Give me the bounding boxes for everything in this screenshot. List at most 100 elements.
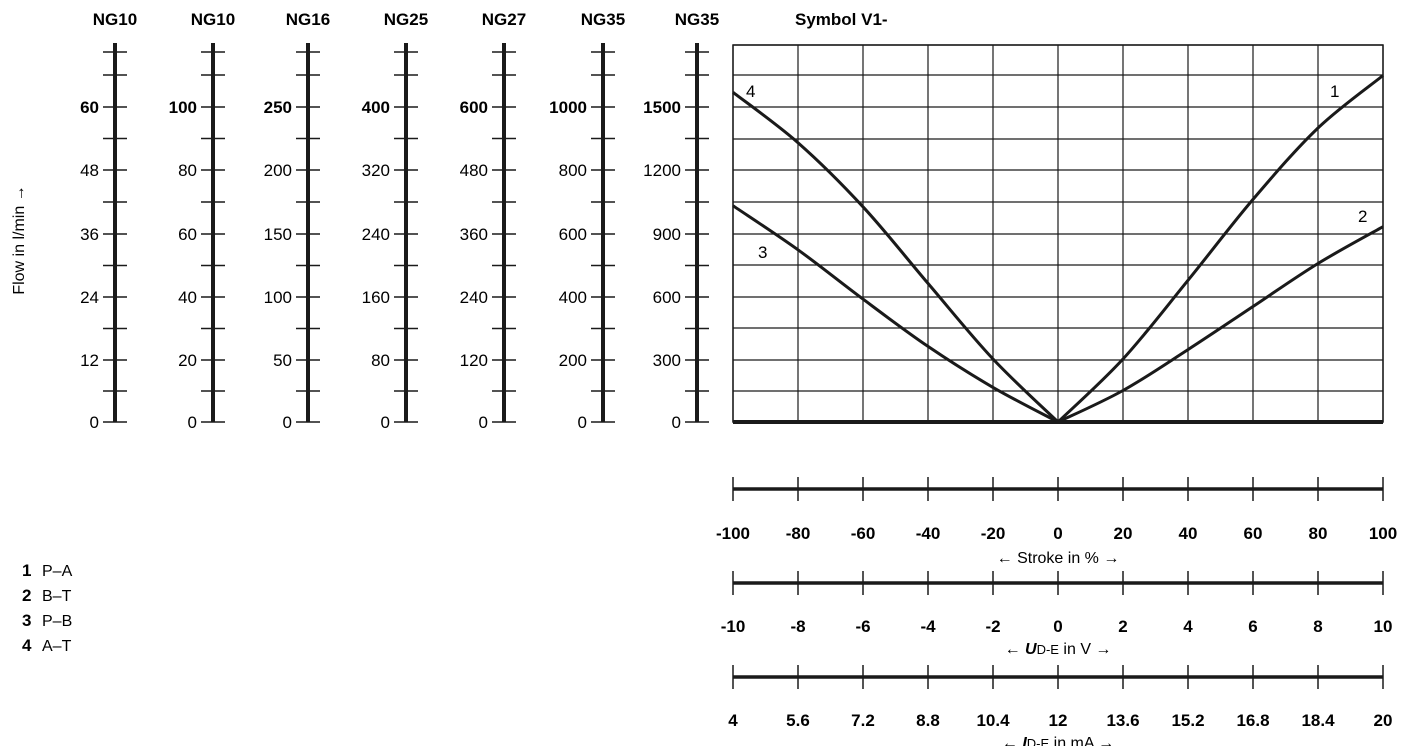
x-axis-tick-label: 60 [1244, 524, 1263, 543]
flow-scale-tick-label: 80 [178, 161, 197, 180]
flow-scale-tick-label: 120 [460, 351, 488, 370]
x-axis-tick-label: 100 [1369, 524, 1397, 543]
x-axis-tick-label: 6 [1248, 617, 1257, 636]
flow-scale-tick-label: 100 [169, 98, 197, 117]
x-axis-tick-label: 15.2 [1171, 711, 1204, 730]
flow-scale-tick-label: 0 [188, 413, 197, 432]
curve-4 [732, 91, 1060, 424]
x-axis-tick-label: 16.8 [1236, 711, 1269, 730]
flow-scale-name: NG35 [675, 10, 719, 29]
flow-scale-name: NG25 [384, 10, 428, 29]
flow-scale-tick-label: 1200 [643, 161, 681, 180]
curve-label-4: 4 [746, 82, 755, 101]
flow-scale-tick-label: 40 [178, 288, 197, 307]
x-axis-tick-label: -20 [981, 524, 1006, 543]
flow-scale-tick-label: 400 [559, 288, 587, 307]
flow-scale-tick-label: 0 [578, 413, 587, 432]
x-axis-label-part: I [1022, 735, 1027, 746]
x-axis-tick-label: 2 [1118, 617, 1127, 636]
x-axis-tick-label: 8.8 [916, 711, 940, 730]
x-axis-tick-label: 20 [1114, 524, 1133, 543]
flow-scale-tick-label: 0 [672, 413, 681, 432]
legend-number: 1 [22, 561, 31, 580]
flow-scale-tick-label: 240 [460, 288, 488, 307]
x-axis-tick-label: 0 [1053, 617, 1062, 636]
flow-scale-tick-label: 600 [653, 288, 681, 307]
flow-scale-tick-label: 12 [80, 351, 99, 370]
x-axis-tick-label: -10 [721, 617, 746, 636]
flow-scale-tick-label: 60 [80, 98, 99, 117]
flow-scale-tick-label: 1000 [549, 98, 587, 117]
flow-scale-name: NG35 [581, 10, 625, 29]
x-axis-tick-label: 12 [1049, 711, 1068, 730]
flow-scale-name: NG16 [286, 10, 330, 29]
x-axis-tick-label: -2 [985, 617, 1000, 636]
x-axis-tick-label: 5.6 [786, 711, 810, 730]
flow-scale-tick-label: 320 [362, 161, 390, 180]
legend-number: 2 [22, 586, 31, 605]
flow-scale-name: NG27 [482, 10, 526, 29]
curve-2 [1057, 225, 1384, 424]
flow-scale-tick-label: 600 [460, 98, 488, 117]
flow-scale-tick-label: 400 [362, 98, 390, 117]
flow-scale-tick-label: 360 [460, 225, 488, 244]
legend-text: B–T [42, 588, 72, 605]
x-axis-tick-label: 4 [728, 711, 738, 730]
plot-grid [732, 44, 1384, 422]
flow-scale-name: NG10 [93, 10, 137, 29]
x-axis-tick-label: 40 [1179, 524, 1198, 543]
flow-scale-tick-label: 36 [80, 225, 99, 244]
flow-scale-tick-label: 0 [90, 413, 99, 432]
flow-scale-tick-label: 60 [178, 225, 197, 244]
x-axis-tick-label: -8 [790, 617, 805, 636]
flow-scale-name: NG10 [191, 10, 235, 29]
flow-scale-tick-label: 48 [80, 161, 99, 180]
x-axis-tick-label: 10 [1374, 617, 1393, 636]
x-axis-tick-label: -60 [851, 524, 876, 543]
legend-text: P–B [42, 613, 72, 630]
x-axis-tick-label: 8 [1313, 617, 1322, 636]
x-axis-tick-label: -40 [916, 524, 941, 543]
curve-label-1: 1 [1330, 82, 1339, 101]
x-axis-label-part: D-E [1037, 642, 1060, 657]
flow-scale-tick-label: 200 [559, 351, 587, 370]
curve-label-3: 3 [758, 243, 767, 262]
x-axis-tick-label: -6 [855, 617, 870, 636]
legend-text: P–A [42, 563, 73, 580]
flow-scale-tick-label: 480 [460, 161, 488, 180]
flow-scale-tick-label: 160 [362, 288, 390, 307]
x-axis-label-2: ← ID-E in mA → [1002, 735, 1114, 746]
flow-scale-tick-label: 20 [178, 351, 197, 370]
x-axis-label-part: D-E [1027, 736, 1050, 746]
flow-scale-tick-label: 250 [264, 98, 292, 117]
flow-scale-tick-label: 800 [559, 161, 587, 180]
x-axis-tick-label: 10.4 [976, 711, 1010, 730]
x-axis-tick-label: -100 [716, 524, 750, 543]
flow-scale-tick-label: 0 [381, 413, 390, 432]
chart-title: Symbol V1- [795, 10, 888, 29]
x-axis-tick-label: 20 [1374, 711, 1393, 730]
x-axis-tick-label: -80 [786, 524, 811, 543]
x-axis-label-part: ← [1002, 735, 1022, 746]
y-axis-label: Flow in l/min → [11, 185, 28, 294]
x-axis-tick-label: 80 [1309, 524, 1328, 543]
x-axis-tick-label: 4 [1183, 617, 1193, 636]
flow-scale-tick-label: 240 [362, 225, 390, 244]
x-axis-tick-label: 18.4 [1301, 711, 1335, 730]
flow-scale-tick-label: 100 [264, 288, 292, 307]
x-axis-tick-label: -4 [920, 617, 936, 636]
legend-number: 3 [22, 611, 31, 630]
curve-label-2: 2 [1358, 207, 1367, 226]
x-axis-label-part: ← [1005, 641, 1025, 658]
flow-scale-tick-label: 900 [653, 225, 681, 244]
curve-1 [1056, 74, 1384, 424]
flow-scale-tick-label: 50 [273, 351, 292, 370]
flow-scale-tick-label: 200 [264, 161, 292, 180]
x-axis-tick-label: 13.6 [1106, 711, 1139, 730]
x-axis-label-part: in mA → [1049, 735, 1114, 746]
x-axis-label-part: in V → [1059, 641, 1111, 658]
x-axis-label-0: ← Stroke in % → [997, 550, 1120, 567]
flow-scale-tick-label: 0 [479, 413, 488, 432]
flow-scale-tick-label: 600 [559, 225, 587, 244]
